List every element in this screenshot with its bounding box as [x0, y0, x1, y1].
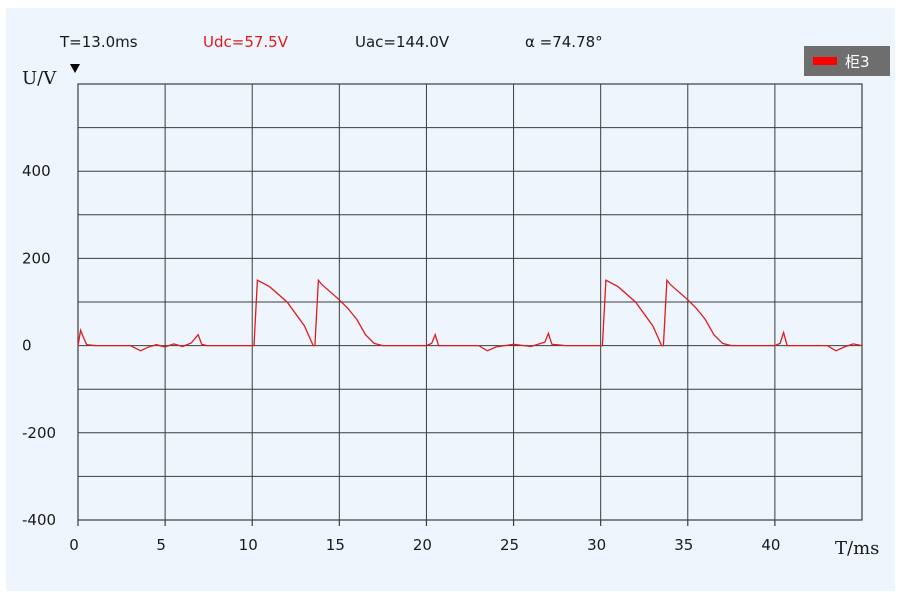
x-tick-label: 25: [500, 536, 519, 554]
y-tick-labels: -400 -200 0 200 400: [22, 162, 56, 529]
x-tick-label: 40: [761, 536, 780, 554]
x-axis-label: T/ms: [835, 538, 879, 559]
series-line: [77, 278, 863, 352]
plot-panel: [6, 8, 895, 591]
y-tick-label: -200: [22, 424, 56, 442]
plot-border: [77, 83, 863, 521]
grid: [78, 84, 863, 520]
cursor-marker-icon[interactable]: [70, 64, 80, 73]
y-tick-label: 200: [22, 249, 51, 267]
x-tick-label: 15: [326, 536, 345, 554]
alpha-readout: α =74.78°: [525, 33, 603, 51]
legend-swatch: [813, 57, 837, 65]
y-tick-label: 400: [22, 162, 51, 180]
udc-readout: Udc=57.5V: [203, 33, 288, 51]
x-tick-label: 10: [239, 536, 258, 554]
x-tick-label: 35: [674, 536, 693, 554]
x-tick-label: 0: [69, 536, 79, 554]
x-tick-label: 5: [156, 536, 166, 554]
x-tick-labels: 0 5 10 15 20 25 30 35 40: [69, 536, 780, 554]
y-tick-label: 0: [22, 337, 32, 355]
legend[interactable]: 柜3: [804, 46, 890, 76]
y-tick-label: -400: [22, 511, 56, 529]
uac-readout: Uac=144.0V: [355, 33, 450, 51]
legend-label: 柜3: [845, 52, 870, 71]
plot-frame: [77, 83, 863, 526]
x-tick-label: 20: [413, 536, 432, 554]
x-tick-label: 30: [587, 536, 606, 554]
y-axis-label: U/V: [22, 68, 57, 89]
period-readout: T=13.0ms: [60, 33, 138, 51]
